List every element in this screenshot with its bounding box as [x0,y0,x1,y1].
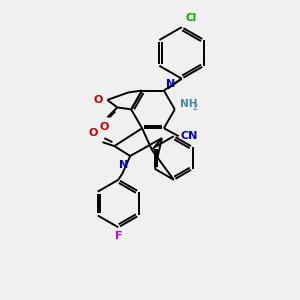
Text: O: O [100,122,109,132]
Text: F: F [115,231,122,241]
Text: N: N [166,79,175,88]
Text: O: O [93,95,102,105]
Text: 2: 2 [193,103,198,112]
Text: CN: CN [181,131,198,141]
Text: N: N [119,160,128,170]
Text: O: O [88,128,98,138]
Text: Cl: Cl [186,13,197,23]
Text: NH: NH [180,99,197,110]
